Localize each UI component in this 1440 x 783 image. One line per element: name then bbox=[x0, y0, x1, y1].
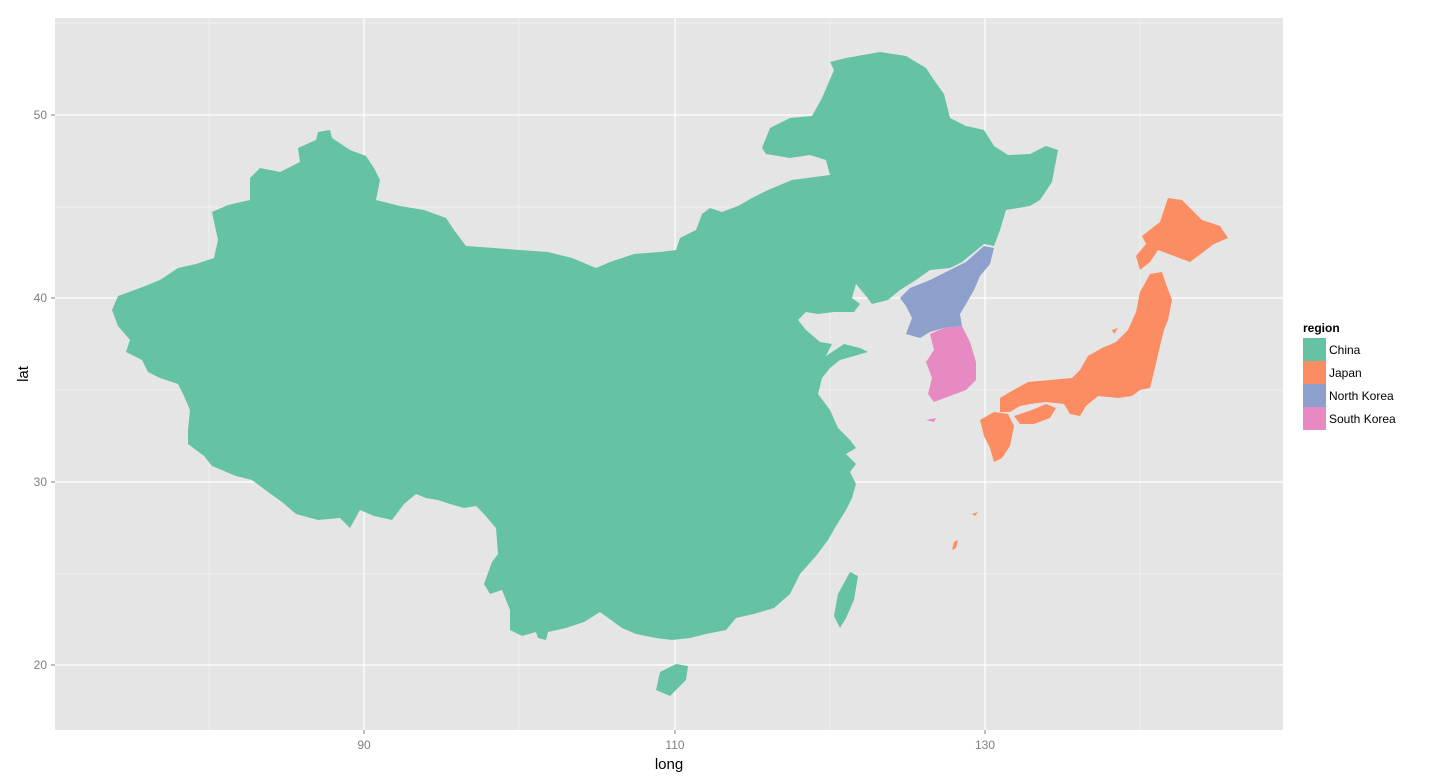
honshu-shape bbox=[1000, 272, 1172, 416]
south-korea-shape bbox=[926, 326, 976, 402]
hainan-shape bbox=[656, 664, 688, 696]
jeju-shape bbox=[926, 418, 936, 422]
ryukyu-island-2-shape bbox=[952, 540, 958, 550]
region-china bbox=[112, 52, 1058, 696]
y-tick-label: 50 bbox=[34, 108, 48, 122]
legend-key-north-korea bbox=[1303, 384, 1326, 407]
sado-island-shape bbox=[1112, 328, 1118, 334]
ryukyu-island-1-shape bbox=[972, 512, 978, 516]
x-tick-label: 130 bbox=[975, 738, 995, 752]
x-tick-label: 110 bbox=[665, 738, 684, 752]
legend-title: region bbox=[1303, 321, 1340, 335]
shikoku-shape bbox=[1014, 404, 1056, 424]
taiwan-shape bbox=[834, 572, 858, 628]
north-korea-shape bbox=[900, 246, 994, 338]
x-axis-ticks bbox=[363, 730, 986, 734]
legend: region China Japan North Korea South Kor… bbox=[1303, 321, 1396, 430]
x-tick-label: 90 bbox=[357, 738, 371, 752]
kyushu-shape bbox=[980, 412, 1014, 462]
legend-key-china bbox=[1303, 338, 1326, 361]
legend-label-japan: Japan bbox=[1329, 366, 1362, 380]
y-axis-ticks bbox=[51, 114, 55, 666]
legend-label-south-korea: South Korea bbox=[1329, 412, 1396, 426]
y-tick-label: 40 bbox=[34, 291, 48, 305]
x-axis-title: long bbox=[655, 756, 683, 773]
legend-key-japan bbox=[1303, 361, 1326, 384]
region-north-korea bbox=[900, 246, 994, 338]
hokkaido-shape bbox=[1136, 198, 1228, 270]
legend-label-china: China bbox=[1329, 343, 1361, 357]
region-south-korea bbox=[926, 326, 976, 422]
y-axis-title: lat bbox=[15, 365, 32, 382]
region-japan bbox=[952, 198, 1228, 550]
legend-label-north-korea: North Korea bbox=[1329, 389, 1394, 403]
china-mainland-shape bbox=[112, 52, 1058, 640]
legend-key-south-korea bbox=[1303, 407, 1326, 430]
y-tick-label: 20 bbox=[34, 658, 48, 672]
y-tick-label: 30 bbox=[34, 475, 48, 489]
